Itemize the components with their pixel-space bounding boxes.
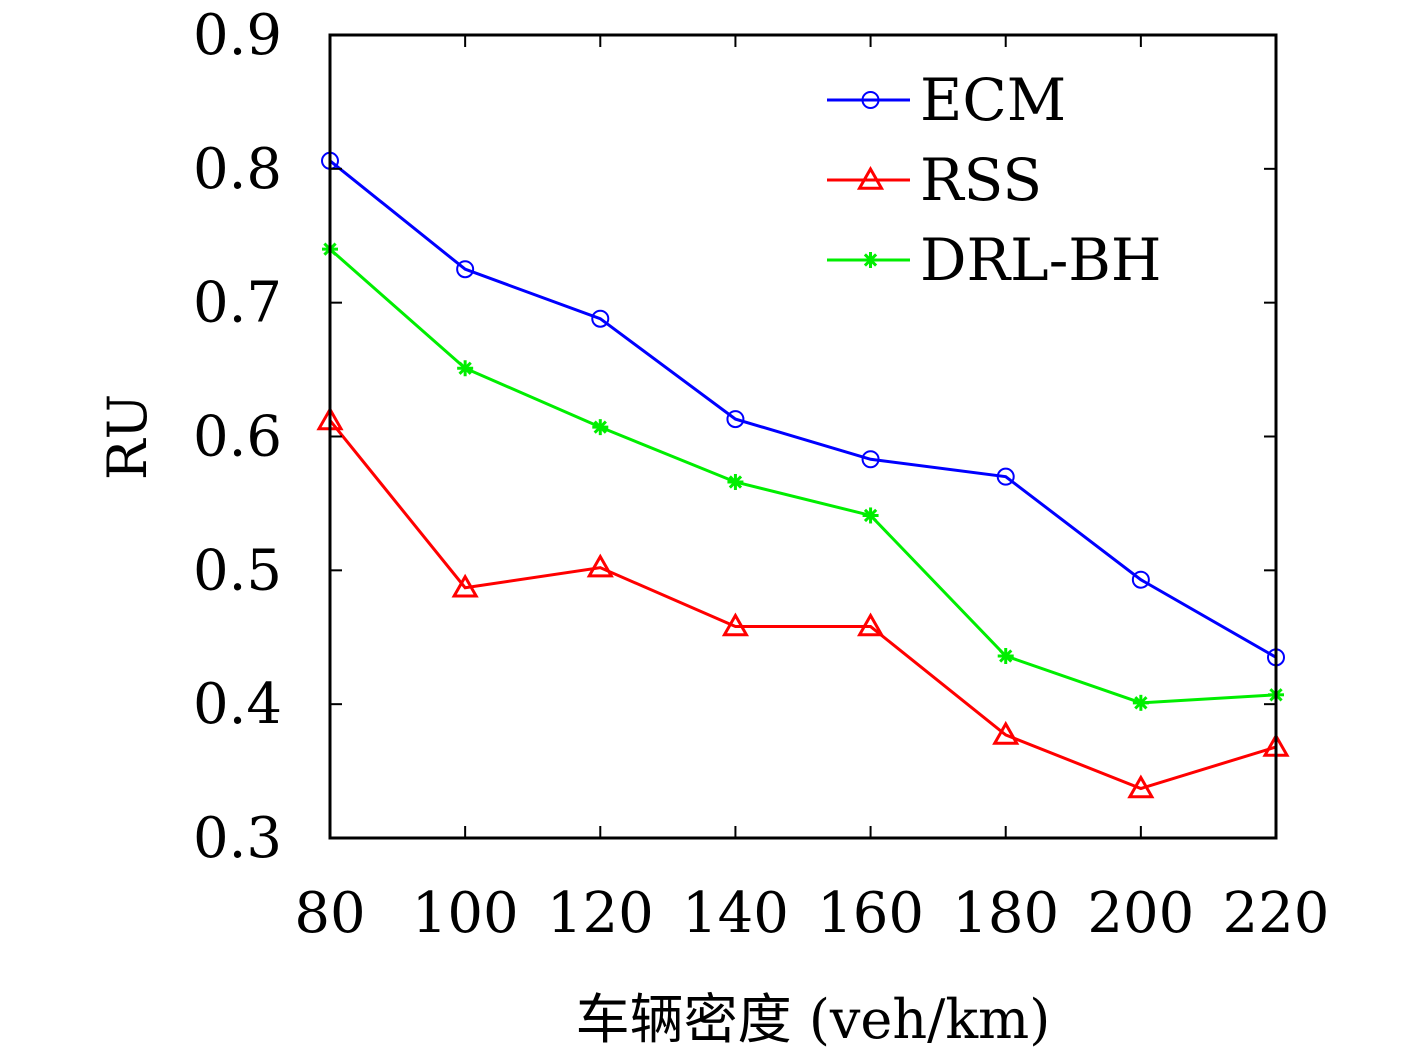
- data-point-ecm: [591, 309, 610, 328]
- data-point-ecm: [996, 467, 1015, 486]
- y-tick-label: 0.6: [193, 405, 282, 470]
- data-point-rss: [856, 612, 885, 637]
- legend-label-ecm: ECM: [920, 66, 1066, 134]
- series-drl-bh: [322, 241, 1284, 711]
- y-tick-label: 0.9: [193, 3, 282, 68]
- legend-item-ecm: ECM: [827, 66, 1066, 134]
- data-point-drl-bh: [862, 507, 879, 524]
- legend: ECM RSS DRL-BH: [827, 66, 1162, 294]
- x-tick-label: 140: [682, 881, 789, 946]
- legend-label-drl-bh: DRL-BH: [920, 226, 1162, 294]
- data-point-rss: [721, 612, 750, 637]
- x-tick-label: 120: [547, 881, 654, 946]
- x-tick-label: 100: [412, 881, 519, 946]
- x-tick-label: 220: [1223, 881, 1330, 946]
- y-tick-label: 0.3: [193, 806, 282, 871]
- x-axis-title: 车辆密度 (veh/km): [576, 988, 1051, 1051]
- data-point-rss: [451, 573, 479, 598]
- series-line-ecm: [329, 159, 1277, 659]
- series-layer: [316, 151, 1290, 799]
- legend-marker-drl-bh: [862, 252, 879, 268]
- legend-item-rss: RSS: [827, 146, 1042, 214]
- x-tick-label: 200: [1087, 881, 1194, 946]
- data-point-drl-bh: [997, 647, 1014, 664]
- data-point-drl-bh: [457, 360, 474, 377]
- y-tick-label: 0.8: [193, 137, 282, 202]
- plot-frame: [328, 33, 1278, 840]
- x-tick-label: 180: [952, 881, 1059, 946]
- y-tick-label: 0.7: [193, 271, 282, 336]
- data-point-ecm: [726, 410, 745, 429]
- data-point-ecm: [861, 450, 880, 469]
- y-axis-title: RU: [96, 394, 159, 480]
- y-tick-label: 0.5: [193, 538, 282, 603]
- data-point-rss: [1127, 774, 1155, 799]
- series-line-drl-bh: [329, 248, 1277, 705]
- series-rss: [316, 406, 1290, 799]
- data-point-ecm: [456, 260, 475, 279]
- legend-marker-rss: [856, 165, 885, 190]
- legend-item-drl-bh: DRL-BH: [827, 226, 1162, 294]
- legend-label-rss: RSS: [920, 146, 1042, 214]
- data-point-rss: [586, 553, 614, 578]
- legend-marker-ecm: [861, 91, 880, 109]
- data-point-drl-bh: [727, 474, 744, 491]
- y-tick-label: 0.4: [193, 672, 282, 737]
- data-point-ecm: [1131, 570, 1150, 589]
- data-point-drl-bh: [1132, 694, 1149, 711]
- data-point-rss: [992, 720, 1020, 745]
- data-point-drl-bh: [592, 419, 609, 436]
- series-line-rss: [328, 419, 1277, 791]
- tick-layer: 80 100 120 140 160 180 200 220 0.3 0.4 0.5 0.6 0.7 0.…: [193, 3, 1330, 946]
- x-tick-label: 160: [817, 881, 924, 946]
- x-tick-label: 80: [294, 881, 365, 946]
